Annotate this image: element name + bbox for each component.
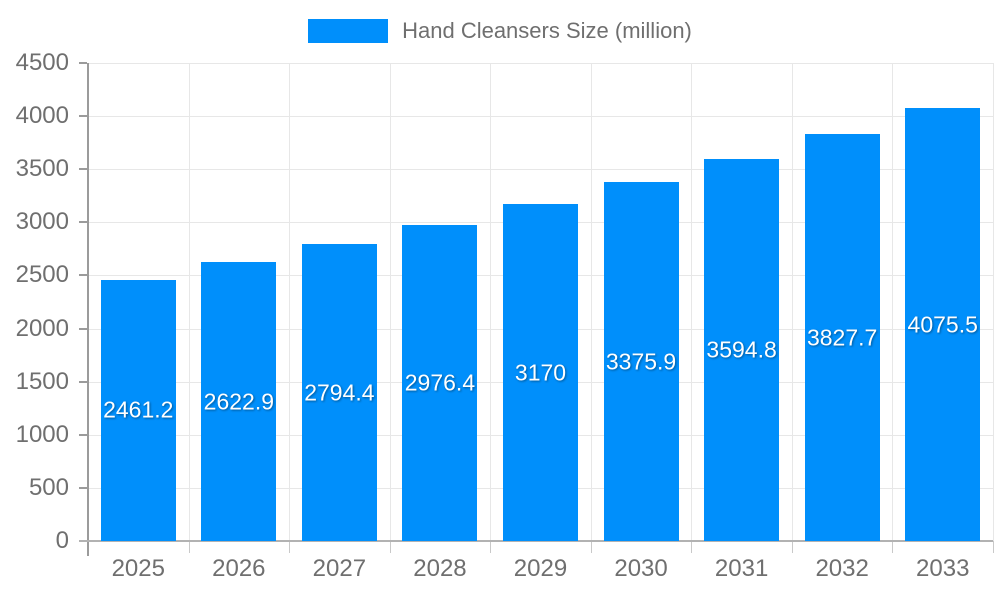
bar-2025[interactable] [100, 279, 176, 541]
y-axis-line [87, 63, 89, 556]
bar-2032[interactable] [804, 134, 880, 541]
y-gridline [88, 116, 993, 118]
bar-value-label: 2976.4 [404, 369, 476, 396]
chart-legend[interactable]: Hand Cleansers Size (million) [0, 18, 1000, 44]
x-gridline [691, 63, 693, 541]
x-axis-tick [691, 541, 693, 553]
y-axis-tick-label: 4500 [15, 49, 69, 76]
y-axis-tick-label: 1500 [15, 367, 69, 395]
y-axis-tick-label: 0 [55, 527, 69, 554]
y-axis-tick-label: 2000 [15, 314, 69, 342]
bar-2026[interactable] [201, 262, 277, 541]
x-axis-tick [791, 541, 793, 553]
bar-value-label: 3170 [514, 359, 567, 386]
y-axis-tick [79, 62, 87, 64]
y-axis-tick-label: 2500 [15, 261, 69, 289]
y-axis-tick [79, 433, 87, 436]
bar-value-label: 2794.4 [304, 379, 375, 406]
bar-value-label: 3375.9 [605, 348, 677, 375]
y-axis-tick-label: 1000 [15, 420, 69, 448]
y-axis-tick [79, 274, 87, 277]
plot-area: 0 500 1000 1500 2000 2500 3000 3500 4000 4500 2461… [16, 49, 994, 582]
x-axis-tick [993, 541, 994, 553]
y-axis-tick [79, 486, 87, 489]
x-gridline [389, 63, 391, 541]
legend-label: Hand Cleansers Size (million) [402, 18, 692, 43]
x-gridline [993, 63, 994, 541]
y-gridline [88, 63, 993, 64]
x-axis-category-label: 2026 [212, 555, 266, 582]
y-axis-tick-label: 3500 [15, 155, 69, 183]
bar-2028[interactable] [402, 224, 478, 541]
x-axis-tick [289, 541, 291, 553]
x-axis-tick [188, 541, 190, 553]
y-axis-tick-label: 500 [28, 473, 69, 501]
x-gridline [590, 63, 592, 541]
x-axis-category-label: 2029 [513, 555, 568, 582]
bar-2029[interactable] [503, 204, 578, 541]
x-axis-tick [490, 541, 492, 553]
bar-value-label: 2461.2 [103, 396, 174, 423]
x-axis-tick [590, 541, 592, 553]
x-axis-category-label: 2031 [714, 555, 769, 582]
x-gridline [289, 63, 291, 541]
x-gridline [188, 63, 190, 541]
x-axis-category-label: 2033 [916, 555, 970, 582]
x-axis-category-label: 2030 [614, 555, 668, 582]
bar-value-label: 3827.7 [806, 324, 878, 351]
bar-value-label: 4075.5 [907, 311, 978, 338]
x-axis-tick [892, 541, 894, 553]
y-gridline [88, 169, 993, 171]
x-axis-tick [389, 541, 391, 553]
bar-2027[interactable] [301, 244, 377, 541]
x-gridline [791, 63, 793, 541]
bar-2030[interactable] [603, 182, 679, 541]
y-axis-tick [79, 168, 87, 171]
bar-value-label: 2622.9 [203, 388, 275, 415]
x-gridline [490, 63, 492, 541]
x-axis-category-label: 2027 [312, 555, 367, 582]
y-axis-tick-label: 3000 [15, 208, 69, 236]
bar-value-label: 3594.8 [706, 336, 777, 363]
x-axis-line [79, 540, 993, 542]
x-gridline [892, 63, 894, 541]
y-axis-tick-label: 4000 [15, 102, 69, 130]
y-axis-tick [79, 380, 87, 383]
y-axis-tick [79, 327, 87, 330]
bar-2031[interactable] [704, 159, 780, 541]
bar-2033[interactable] [905, 108, 981, 541]
x-axis-category-label: 2032 [815, 555, 869, 582]
x-axis-category-label: 2028 [413, 555, 467, 582]
y-axis-tick [79, 115, 87, 118]
x-axis-category-label: 2025 [111, 555, 165, 582]
legend-swatch-icon [308, 19, 389, 43]
y-axis-tick [79, 221, 87, 224]
